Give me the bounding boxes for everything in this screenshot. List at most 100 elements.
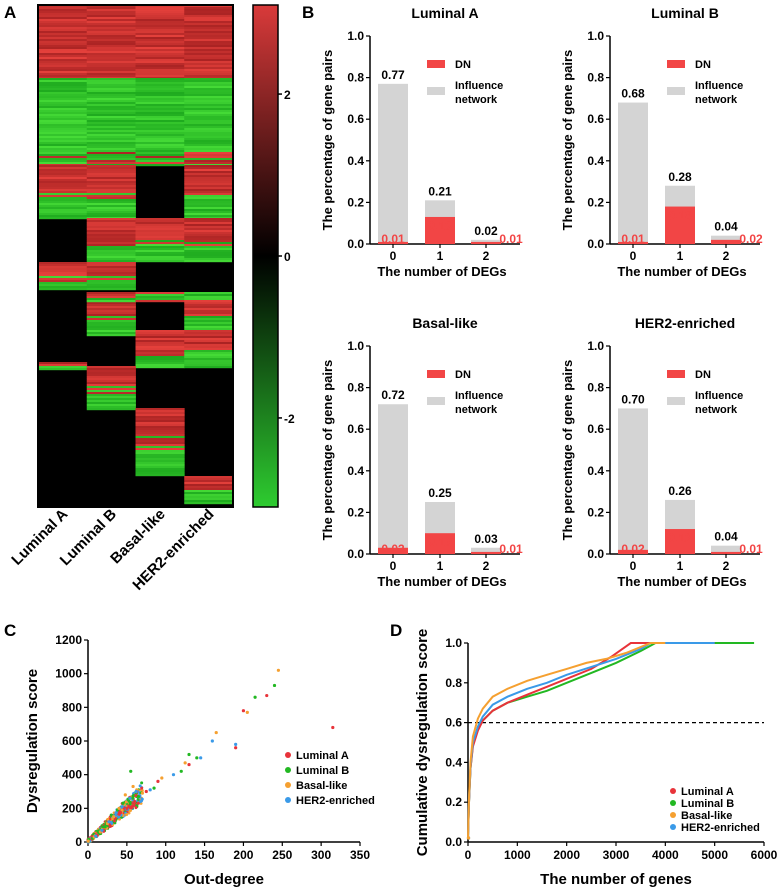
heatmap-row-cell bbox=[38, 29, 88, 32]
scatter-point bbox=[134, 794, 138, 798]
legend-marker bbox=[670, 788, 676, 794]
y-tick-label: 0.0 bbox=[347, 547, 364, 561]
heatmap-row-cell bbox=[86, 55, 136, 58]
x-axis-label: The number of genes bbox=[540, 871, 692, 888]
heatmap-row-cell bbox=[184, 334, 234, 337]
heatmap-row-cell bbox=[184, 207, 234, 210]
heatmap-row-cell bbox=[135, 460, 185, 463]
bar-value-label: 0.28 bbox=[668, 170, 692, 184]
heatmap-row-cell bbox=[135, 65, 185, 68]
scatter-point bbox=[331, 725, 335, 730]
heatmap-row-cell bbox=[86, 368, 136, 371]
heatmap-row-cell bbox=[86, 82, 136, 85]
heatmap-row-cell bbox=[135, 224, 185, 227]
heatmap-block-0-col-0 bbox=[38, 5, 88, 80]
heatmap-row-cell bbox=[38, 75, 88, 78]
heatmap-row-cell bbox=[135, 436, 185, 439]
heatmap-row-cell bbox=[135, 334, 185, 337]
scatter-point bbox=[112, 815, 116, 819]
legend-label: HER2-enriched bbox=[681, 822, 760, 834]
cumulative-line-chart: 0.0 0.2 0.4 0.6 0.8 1.0 0 1000 2000 3000 4000 5000 6… bbox=[414, 629, 778, 888]
y-tick-label: 0.2 bbox=[445, 795, 462, 809]
heatmap-row-cell bbox=[86, 324, 136, 327]
heatmap-row-cell bbox=[184, 228, 234, 231]
heatmap-row-cell bbox=[38, 187, 88, 190]
heatmap-row-cell bbox=[38, 9, 88, 12]
heatmap-row-cell bbox=[135, 25, 185, 28]
y-tick-label: 400 bbox=[62, 768, 82, 782]
heatmap-row-cell bbox=[184, 498, 234, 501]
heatmap-row-cell bbox=[184, 104, 234, 107]
bar-dn bbox=[711, 239, 741, 244]
heatmap-row-cell bbox=[184, 366, 234, 369]
bar-chart-title: Basal-like bbox=[412, 315, 478, 331]
bar-dn bbox=[378, 547, 408, 554]
heatmap-row-cell bbox=[135, 154, 185, 157]
heatmap-block-1-col-0 bbox=[38, 78, 88, 153]
bar-value-label: 0.77 bbox=[381, 68, 405, 82]
heatmap-row-cell bbox=[86, 94, 136, 97]
heatmap-row-cell bbox=[135, 23, 185, 26]
heatmap-row-cell bbox=[86, 169, 136, 172]
heatmap-row-cell bbox=[135, 238, 185, 241]
heatmap-row-cell bbox=[135, 340, 185, 343]
heatmap-row-cell bbox=[86, 248, 136, 251]
x-tick-label: 0 bbox=[85, 848, 92, 862]
heatmap-row-cell bbox=[86, 240, 136, 243]
heatmap-row-cell bbox=[86, 294, 136, 297]
scatter-point bbox=[152, 786, 156, 790]
heatmap-row-cell bbox=[135, 92, 185, 95]
bar-value-label: 0.04 bbox=[714, 220, 738, 234]
heatmap-row-cell bbox=[86, 398, 136, 401]
bar-value-label: 0.26 bbox=[668, 484, 692, 498]
heatmap-row-cell bbox=[135, 148, 185, 151]
heatmap-row-cell bbox=[86, 118, 136, 121]
heatmap-row-cell bbox=[135, 240, 185, 243]
heatmap-row-cell bbox=[184, 160, 234, 163]
heatmap-row-cell bbox=[135, 7, 185, 10]
heatmap-row-cell bbox=[135, 218, 185, 221]
heatmap-row-cell bbox=[86, 15, 136, 18]
heatmap-row-cell bbox=[135, 424, 185, 427]
heatmap-row-cell bbox=[184, 71, 234, 74]
heatmap-row-cell bbox=[135, 244, 185, 247]
legend-swatch-influence bbox=[427, 87, 445, 95]
heatmap-row-cell bbox=[135, 242, 185, 245]
heatmap-row-cell bbox=[184, 61, 234, 64]
heatmap-row-cell bbox=[135, 106, 185, 109]
heatmap-row-cell bbox=[184, 298, 234, 301]
heatmap-row-cell bbox=[86, 334, 136, 337]
heatmap-row-cell bbox=[135, 414, 185, 417]
x-tick-label: 2000 bbox=[553, 848, 580, 862]
heatmap-row-cell bbox=[86, 394, 136, 397]
heatmap-row-cell bbox=[135, 27, 185, 30]
panel-letter-a: A bbox=[4, 3, 16, 22]
y-tick-label: 0.6 bbox=[347, 112, 364, 126]
scatter-point bbox=[183, 761, 187, 765]
heatmap-row-cell bbox=[38, 106, 88, 109]
heatmap-row-cell bbox=[86, 318, 136, 321]
heatmap-row-cell bbox=[38, 86, 88, 89]
heatmap-row-cell bbox=[38, 189, 88, 192]
heatmap-colorbar: 2 0 -2 bbox=[252, 4, 295, 508]
bar-value-label: 0.72 bbox=[381, 388, 405, 402]
heatmap-row-cell bbox=[38, 114, 88, 117]
heatmap-row-cell bbox=[38, 146, 88, 149]
heatmap-row-cell bbox=[184, 324, 234, 327]
heatmap-row-cell bbox=[38, 41, 88, 44]
colorbar-gradient bbox=[252, 4, 279, 508]
heatmap-row-cell bbox=[184, 358, 234, 361]
dn-value-label: 0.02 bbox=[621, 542, 645, 556]
heatmap-row-cell bbox=[86, 306, 136, 309]
heatmap-row-cell bbox=[86, 386, 136, 389]
heatmap-block-4-col-3 bbox=[184, 218, 234, 263]
heatmap-row-cell bbox=[184, 332, 234, 335]
heatmap-row-cell bbox=[184, 138, 234, 141]
heatmap-row-cell bbox=[184, 364, 234, 367]
heatmap-row-cell bbox=[38, 78, 88, 81]
heatmap-row-cell bbox=[86, 71, 136, 74]
heatmap-row-cell bbox=[184, 209, 234, 212]
heatmap-row-cell bbox=[86, 162, 136, 165]
scatter-point bbox=[160, 776, 164, 780]
heatmap-row-cell bbox=[135, 330, 185, 333]
